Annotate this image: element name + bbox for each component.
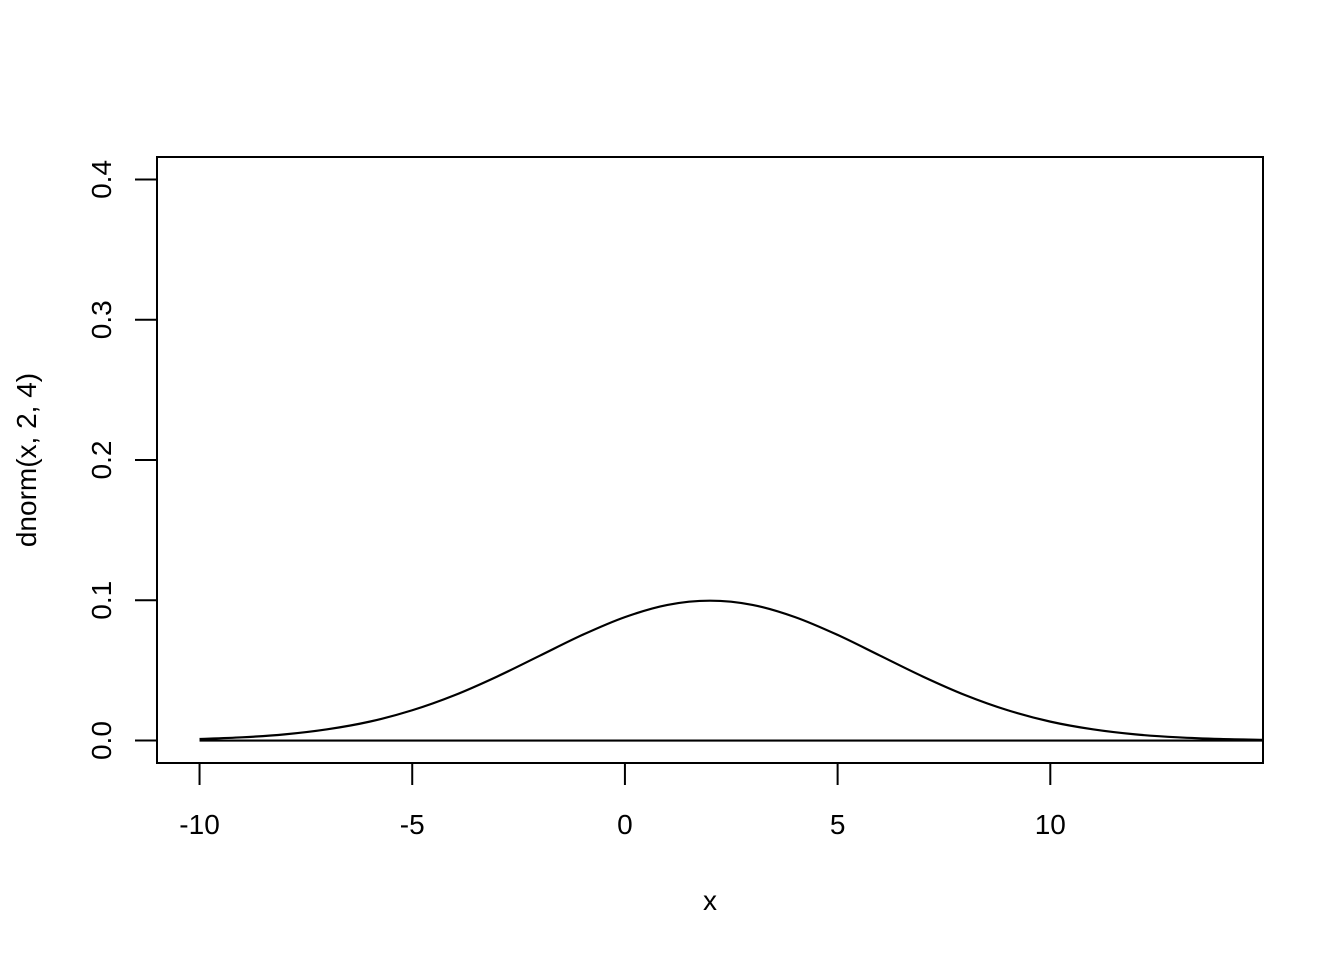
x-tick-label: -5 [400, 809, 425, 840]
series-layer [199, 599, 1264, 742]
y-tick-label: 0.1 [86, 581, 117, 620]
y-tick-label: 0.0 [86, 721, 117, 760]
x-axis: -10 -5 0 5 10 [179, 762, 1066, 840]
density-curve [199, 599, 1264, 741]
x-tick-label: 5 [830, 809, 846, 840]
plot-frame [156, 156, 1264, 764]
y-axis-label: dnorm(x, 2, 4) [11, 373, 42, 547]
y-tick-label: 0.4 [86, 160, 117, 199]
y-tick-label: 0.2 [86, 441, 117, 480]
x-tick-label: 10 [1035, 809, 1066, 840]
y-axis: 0.0 0.1 0.2 0.3 0.4 [86, 160, 158, 760]
x-tick-label: 0 [617, 809, 633, 840]
x-tick-label: -10 [179, 809, 219, 840]
y-tick-label: 0.3 [86, 300, 117, 339]
x-axis-label: x [703, 885, 717, 916]
